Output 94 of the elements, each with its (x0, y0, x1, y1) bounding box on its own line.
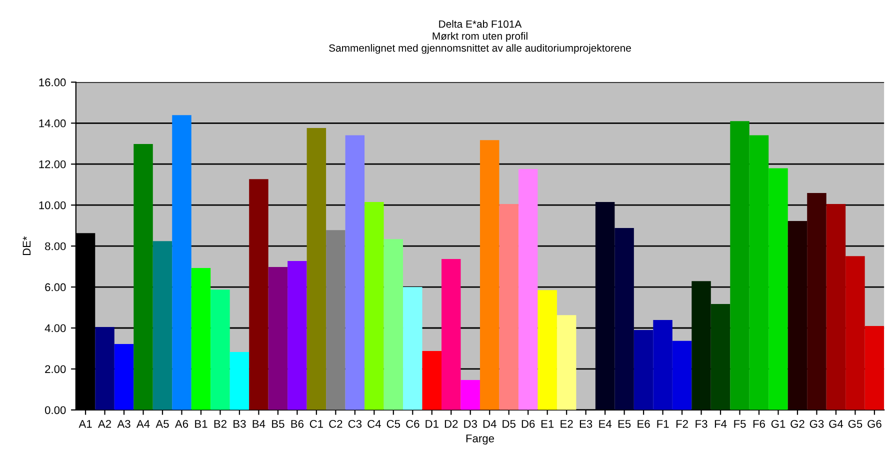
x-tick-label: D6 (522, 420, 535, 428)
x-tick-label: C2 (329, 420, 342, 428)
x-tick-label: B3 (234, 420, 246, 428)
x-tick-label: D2 (444, 420, 458, 428)
bar (422, 350, 442, 410)
bar (249, 179, 268, 410)
y-axis-title: DE* (22, 236, 31, 256)
bar (152, 241, 172, 410)
bar (306, 128, 326, 410)
x-tick-label: B4 (252, 420, 266, 428)
bar (768, 168, 788, 410)
x-tick-label: E2 (560, 420, 573, 428)
x-tick-label: F1 (657, 420, 669, 428)
x-tick-label: A4 (136, 420, 150, 428)
bar (326, 230, 346, 410)
x-tick-label: F3 (696, 420, 708, 428)
bar (807, 192, 826, 410)
bar (95, 326, 114, 410)
x-tick-label: G3 (810, 420, 824, 428)
x-tick-label: A3 (117, 420, 130, 428)
bar (653, 320, 672, 410)
bar (788, 221, 808, 410)
y-tick-label: 6.00 (45, 283, 66, 292)
bar (614, 228, 634, 410)
x-tick-label: C3 (348, 420, 362, 428)
bar (692, 281, 711, 410)
y-tick-label: 4.00 (44, 324, 66, 332)
bar (134, 144, 153, 410)
x-tick-label: E1 (541, 420, 554, 428)
bar (480, 140, 500, 410)
x-tick-label: B1 (195, 420, 208, 428)
x-tick-label: F6 (753, 420, 765, 428)
x-tick-label: A1 (78, 420, 92, 428)
x-tick-label: A2 (98, 420, 112, 428)
x-axis-title: Farge (466, 434, 494, 445)
bar (749, 135, 769, 410)
x-tick-label: D4 (483, 420, 496, 428)
bar (595, 202, 615, 410)
x-tick-label: B2 (214, 420, 226, 428)
bar (826, 204, 846, 410)
bar (518, 169, 538, 410)
x-tick-label: C1 (310, 420, 323, 428)
y-tick-label: 16.00 (39, 78, 66, 86)
y-tick-label: 2.00 (45, 365, 66, 374)
y-tick-label: 12.00 (39, 160, 66, 168)
bar (345, 135, 365, 410)
x-tick-label: E5 (618, 420, 631, 428)
bar (634, 330, 654, 410)
y-tick-label: 10.00 (39, 201, 66, 210)
x-tick-label: G4 (829, 420, 844, 428)
x-tick-label: G5 (848, 420, 862, 428)
bar (864, 326, 884, 410)
x-tick-label: F2 (676, 420, 688, 428)
bar (672, 340, 692, 410)
bar (230, 352, 250, 410)
bar (172, 115, 192, 410)
bar (268, 266, 288, 410)
y-tick-label: 8.00 (45, 242, 66, 250)
x-tick-label: F5 (734, 420, 746, 428)
x-tick-label: B5 (272, 420, 284, 428)
bar (442, 258, 461, 410)
x-tick-label: G6 (868, 420, 882, 428)
x-tick-label: F4 (714, 420, 727, 428)
bar (384, 239, 404, 410)
x-tick-label: D1 (426, 420, 438, 428)
bar (846, 256, 865, 410)
bar (114, 344, 134, 410)
bar (191, 268, 211, 410)
x-tick-label: C5 (386, 420, 400, 428)
bar (288, 261, 307, 410)
bar (710, 304, 730, 410)
x-tick-label: E3 (580, 420, 592, 428)
x-tick-label: A6 (174, 420, 188, 428)
bar (730, 121, 750, 410)
x-tick-label: E6 (638, 420, 650, 428)
x-tick-label: E4 (599, 420, 612, 428)
y-tick-label: 14.00 (39, 119, 66, 128)
x-tick-label: G2 (790, 420, 804, 428)
bar (499, 204, 518, 410)
x-tick-label: A5 (156, 420, 169, 428)
x-tick-label: C6 (406, 420, 420, 428)
chart-title: Delta E*ab F101A Mørkt rom uten profil Sammenlignet med gjennomsnittet av alle auditoriumprojektorene (329, 20, 631, 54)
y-tick-label: 0.00 (44, 406, 66, 414)
bar (556, 315, 576, 410)
x-tick-label: G1 (771, 420, 786, 428)
bar (403, 287, 422, 410)
bar (460, 380, 480, 410)
x-tick-label: B6 (291, 420, 304, 428)
x-tick-label: C4 (368, 420, 381, 428)
bar (364, 202, 384, 410)
bar (538, 290, 557, 410)
x-tick-label: D3 (464, 420, 477, 428)
bar (210, 290, 230, 410)
x-tick-label: D5 (502, 420, 516, 428)
